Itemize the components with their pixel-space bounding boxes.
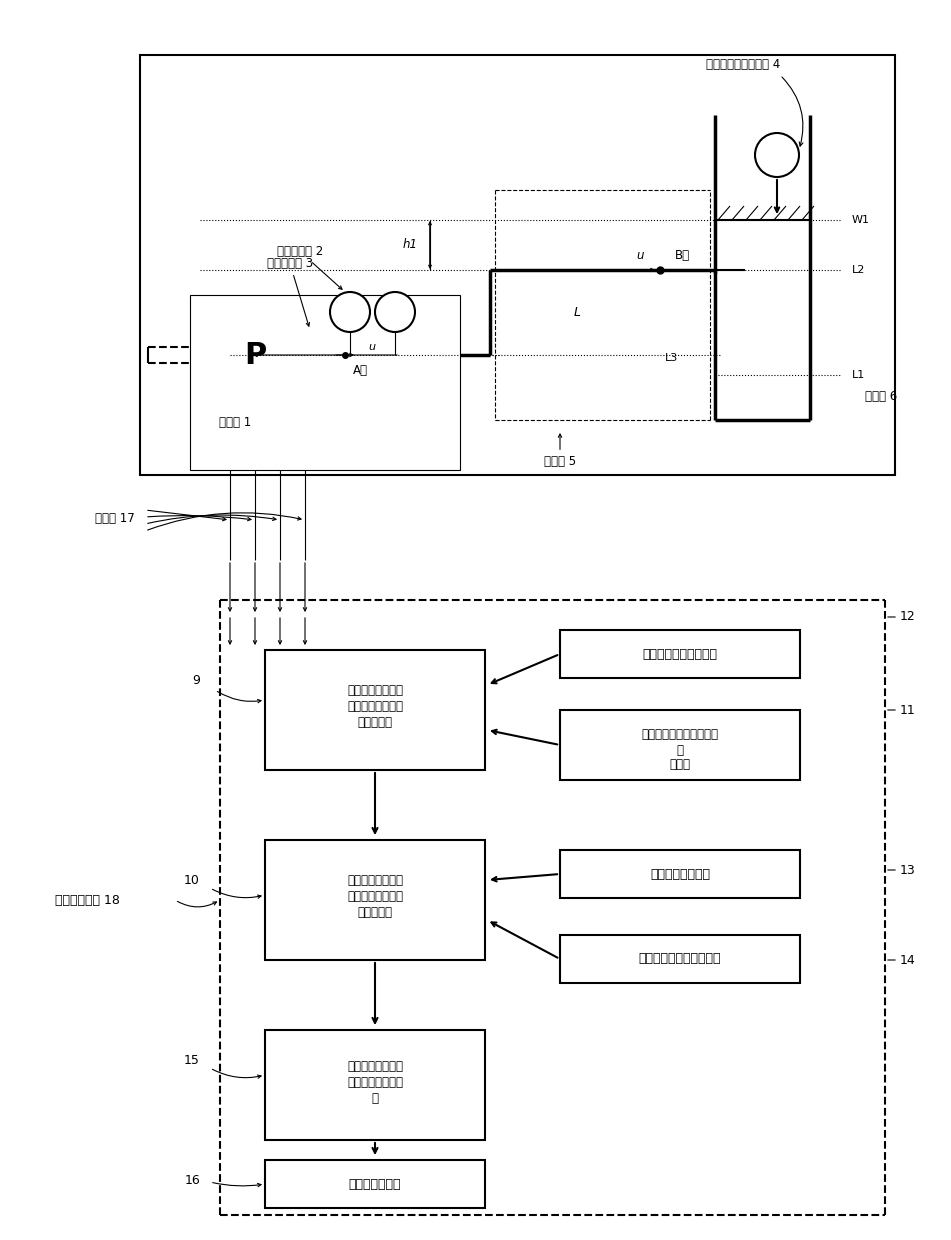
Text: L: L bbox=[573, 305, 580, 319]
Text: 連立管摩擦係数・: 連立管摩擦係数・ bbox=[347, 1060, 403, 1074]
Text: 液体温度計 3: 液体温度計 3 bbox=[267, 257, 313, 326]
Text: 12: 12 bbox=[900, 610, 916, 624]
Circle shape bbox=[330, 291, 370, 332]
Text: レイノルズ数関数: レイノルズ数関数 bbox=[347, 699, 403, 713]
Text: W1: W1 bbox=[852, 215, 870, 224]
Bar bbox=[265, 839, 485, 960]
Text: 15: 15 bbox=[184, 1054, 200, 1066]
Text: 係数演算部: 係数演算部 bbox=[358, 905, 393, 919]
Text: 吐出槽 6: 吐出槽 6 bbox=[865, 391, 897, 403]
Text: L2: L2 bbox=[852, 265, 865, 275]
Text: 部: 部 bbox=[372, 1091, 378, 1105]
Text: u: u bbox=[368, 342, 376, 352]
Text: タ: タ bbox=[676, 744, 684, 756]
Bar bbox=[265, 1030, 485, 1140]
Text: 臨界レイノルズ数設定部: 臨界レイノルズ数設定部 bbox=[639, 952, 721, 966]
Text: 吐出槽液体レベル計 4: 吐出槽液体レベル計 4 bbox=[706, 58, 780, 72]
Text: 管相対粗さ設定部: 管相対粗さ設定部 bbox=[650, 868, 710, 880]
Bar bbox=[140, 55, 895, 475]
Bar bbox=[560, 849, 800, 898]
Text: 14: 14 bbox=[900, 954, 916, 966]
Text: 係数演算部: 係数演算部 bbox=[358, 715, 393, 729]
Bar bbox=[190, 295, 460, 470]
Circle shape bbox=[755, 133, 799, 177]
Text: 信号線 17: 信号線 17 bbox=[95, 511, 135, 525]
Circle shape bbox=[375, 291, 415, 332]
Text: 13: 13 bbox=[900, 863, 916, 877]
Bar bbox=[560, 630, 800, 678]
Text: 第二管摩擦係数・: 第二管摩擦係数・ bbox=[347, 873, 403, 887]
Text: 9: 9 bbox=[192, 673, 200, 687]
Text: 11: 11 bbox=[900, 703, 916, 717]
Text: 液体パラメータ設定部: 液体パラメータ設定部 bbox=[643, 647, 717, 661]
Text: 設定部: 設定部 bbox=[670, 759, 690, 771]
Text: 流量演算装置 18: 流量演算装置 18 bbox=[55, 894, 120, 906]
Text: B点: B点 bbox=[675, 249, 690, 262]
Text: A点: A点 bbox=[353, 363, 368, 377]
Text: 吐出管 5: 吐出管 5 bbox=[544, 434, 576, 467]
Bar bbox=[265, 1159, 485, 1208]
Text: L3: L3 bbox=[665, 353, 678, 363]
Circle shape bbox=[203, 303, 307, 407]
Text: 流量演算表示部: 流量演算表示部 bbox=[349, 1178, 401, 1190]
Text: 10: 10 bbox=[184, 873, 200, 887]
Text: h1: h1 bbox=[403, 238, 418, 252]
Text: ポンプ 1: ポンプ 1 bbox=[219, 415, 251, 429]
Text: 16: 16 bbox=[184, 1173, 200, 1187]
Text: 管および吐出槽パラメー: 管および吐出槽パラメー bbox=[642, 729, 719, 742]
Text: 吐出圧力計 2: 吐出圧力計 2 bbox=[277, 246, 342, 289]
Text: レイノルズ数演算: レイノルズ数演算 bbox=[347, 1075, 403, 1089]
Bar bbox=[560, 711, 800, 780]
Text: L1: L1 bbox=[852, 370, 865, 379]
Text: レイノルズ数関数: レイノルズ数関数 bbox=[347, 889, 403, 903]
Text: u: u bbox=[636, 249, 644, 262]
Text: 第一管摩擦係数・: 第一管摩擦係数・ bbox=[347, 683, 403, 697]
Text: P: P bbox=[243, 341, 266, 370]
Bar bbox=[265, 650, 485, 770]
Bar bbox=[560, 935, 800, 983]
